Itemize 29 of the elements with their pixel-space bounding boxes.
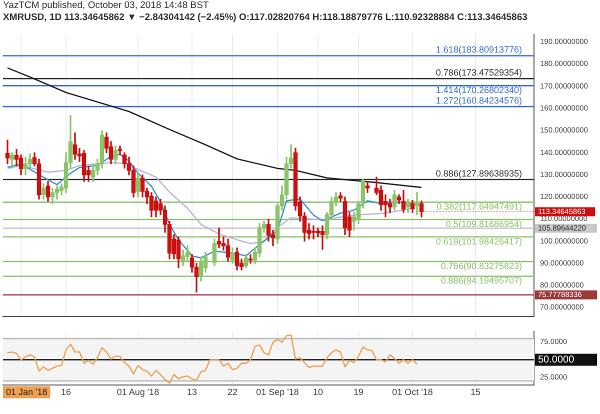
x-tick-label: 01 Sep '18	[256, 387, 299, 398]
x-tick-label: 01 Aug '18	[116, 387, 160, 398]
x-tick-label: 01 Oct '18	[392, 387, 433, 398]
ref-line-label: 0.786(90.83275823)	[440, 261, 522, 272]
chart-title: YazTCM published, October 03, 2018 14:48 BST	[3, 0, 210, 12]
ref-line-label: 1.414(170.26802340)	[436, 85, 522, 96]
x-tick-label: 13	[186, 387, 198, 398]
candlestick	[248, 254, 253, 264]
chart-subtitle: XMRUSD, 1D 113.34645862 ▼ −2.84304142 (−2.45%) O:117.02820764 H:118.18879776 L:110.92328884 C:113.34645863	[3, 12, 528, 24]
ref-line-label: 0.886(127.89638935)	[436, 168, 522, 178]
ref-line-label: 0.5(109.81686954)	[446, 218, 522, 229]
ref-line-label: 1.272(160.84234576)	[436, 96, 522, 106]
x-tick-label: 15	[470, 387, 481, 398]
candlestick	[365, 181, 370, 193]
ref-line-label: 0.786(173.47529354)	[436, 68, 522, 78]
candlestick	[5, 140, 10, 164]
text: 01 Jan '18	[6, 387, 48, 398]
candlestick	[383, 194, 388, 218]
x-tick-label: 22	[227, 387, 238, 398]
ref-line-label: 0.618(101.98426417)	[436, 236, 522, 246]
x-tick-label: 19	[353, 387, 364, 398]
candlestick	[320, 225, 325, 250]
ref-line-label: 1.618(183.80913776)	[436, 44, 522, 55]
ref-line-label: 0.886(84.19495707)	[440, 276, 522, 286]
ref-line-label: 50.0000	[538, 354, 575, 366]
x-tick-label: 16	[60, 387, 72, 398]
ref-line-label: 0.382(117.64947491)	[436, 202, 522, 212]
candlestick	[216, 228, 222, 248]
x-tick-label: 10	[312, 387, 324, 398]
